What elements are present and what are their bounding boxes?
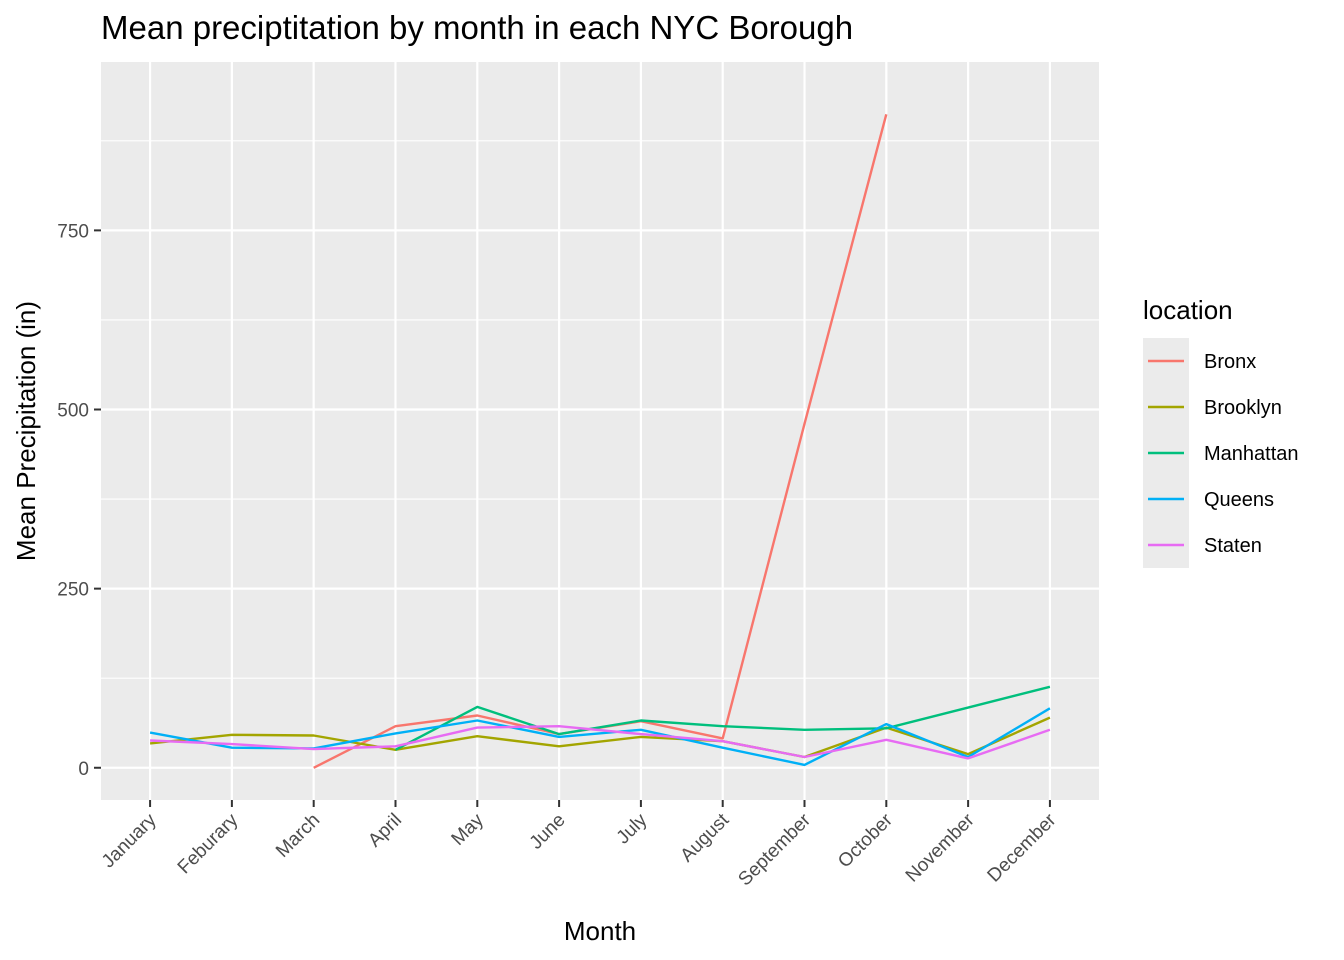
minor-gridlines: [101, 140, 1099, 679]
major-gridlines: [101, 62, 1099, 800]
x-tick-label: July: [613, 809, 652, 848]
y-tick-label: 500: [57, 401, 89, 422]
legend-title: location: [1143, 295, 1233, 325]
legend-label-brooklyn: Brooklyn: [1204, 397, 1282, 419]
x-tick-label: June: [526, 810, 570, 854]
x-tick-label: September: [734, 809, 815, 890]
legend-label-queens: Queens: [1204, 489, 1274, 511]
legend: location Bronx Brooklyn Manhattan Queens Sta…: [1143, 295, 1299, 568]
y-tick-label: 750: [57, 221, 89, 242]
y-axis-title: Mean Precipitation (in): [11, 301, 41, 561]
legend-label-bronx: Bronx: [1204, 351, 1256, 373]
y-tick-label: 0: [78, 759, 89, 780]
x-tick-label: January: [98, 809, 161, 872]
x-axis-title: Month: [564, 916, 636, 946]
legend-label-manhattan: Manhattan: [1204, 443, 1299, 465]
x-tick-label: March: [272, 810, 324, 862]
series-line-manhattan: [394, 685, 1051, 751]
x-tick-label: May: [448, 809, 489, 850]
x-tick-label: November: [902, 809, 979, 886]
y-tick-label: 250: [57, 580, 89, 601]
x-tick-label: October: [834, 809, 897, 872]
series-line-staten: [150, 725, 1051, 760]
x-tick-label: December: [984, 809, 1061, 886]
series-lines: [149, 113, 1051, 769]
x-tick-label: April: [364, 810, 406, 852]
x-axis: January Feburary March April May June July Augu…: [98, 800, 1061, 890]
y-axis: 0 250 500 750: [57, 221, 101, 780]
chart-title: Mean preciptitation by month in each NYC…: [101, 9, 853, 46]
x-tick-label: Feburary: [174, 809, 243, 878]
series-line-brooklyn: [149, 716, 1051, 759]
plot-panel: [101, 62, 1099, 800]
legend-label-staten: Staten: [1204, 535, 1262, 557]
x-tick-label: August: [677, 809, 734, 866]
